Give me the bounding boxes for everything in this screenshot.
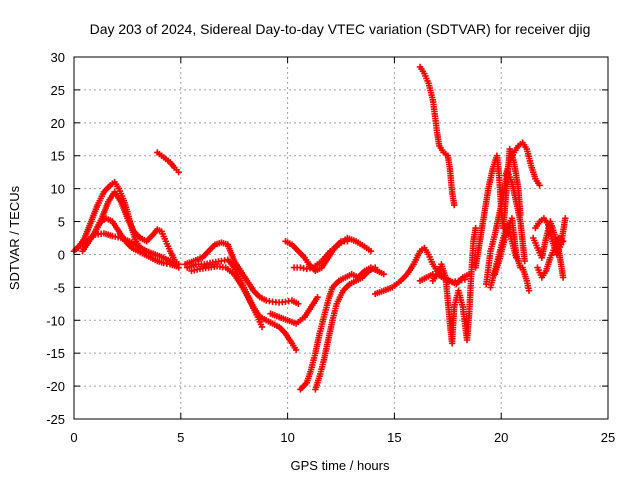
data-point-markers xyxy=(416,63,458,209)
x-tick-label: 25 xyxy=(601,430,615,445)
data-point-markers xyxy=(181,239,302,307)
series-trace-u xyxy=(487,221,520,291)
data-series xyxy=(70,63,569,393)
y-tick-label: -5 xyxy=(53,280,65,295)
series-trace-v xyxy=(502,139,543,189)
series-trace-p xyxy=(416,63,458,209)
series-trace-e xyxy=(154,149,182,176)
x-tick-label: 20 xyxy=(494,430,508,445)
data-point-markers xyxy=(267,294,321,327)
series-trace-h xyxy=(188,263,266,331)
y-tick-label: -15 xyxy=(46,346,65,361)
x-tick-label: 5 xyxy=(177,430,184,445)
series-trace-z xyxy=(534,234,567,281)
series-trace-k xyxy=(290,234,375,273)
data-point-markers xyxy=(92,230,182,271)
data-point-markers xyxy=(532,215,569,258)
series-trace-m xyxy=(312,264,379,393)
data-point-markers xyxy=(154,149,182,176)
y-tick-label: -25 xyxy=(46,412,65,427)
y-tick-label: -10 xyxy=(46,313,65,328)
series-trace-f xyxy=(181,239,302,307)
y-tick-label: 10 xyxy=(51,182,65,197)
series-trace-n xyxy=(372,244,473,298)
data-point-markers xyxy=(297,264,387,393)
data-point-markers xyxy=(519,264,533,294)
x-axis-label: GPS time / hours xyxy=(291,458,390,473)
y-tick-label: 5 xyxy=(58,215,65,230)
y-tick-label: -20 xyxy=(46,379,65,394)
data-point-markers xyxy=(188,263,266,331)
y-tick-label: 30 xyxy=(51,50,65,65)
series-trace-s xyxy=(483,169,528,288)
y-tick-label: 15 xyxy=(51,149,65,164)
plot-frame xyxy=(73,56,609,420)
y-tick-label: 0 xyxy=(58,247,65,262)
data-point-markers xyxy=(429,224,479,347)
series-trace-d xyxy=(92,230,182,271)
series-trace-y xyxy=(532,215,569,258)
series-trace-l xyxy=(297,264,387,393)
series-trace-w xyxy=(519,264,533,294)
axis-ticks: 0 5 10 15 20 25 30 25 20 15 10 5 0 -5 -10 -15 -20 -25 xyxy=(46,50,615,445)
data-point-markers xyxy=(312,264,379,393)
data-point-markers xyxy=(534,234,567,281)
y-axis-label: SDTVAR / TECUs xyxy=(7,185,22,290)
data-point-markers xyxy=(483,169,528,288)
y-tick-label: 25 xyxy=(51,83,65,98)
data-point-markers xyxy=(372,244,473,298)
chart-title: Day 203 of 2024, Sidereal Day-to-day VTE… xyxy=(90,21,591,37)
data-point-markers xyxy=(290,234,375,273)
x-tick-label: 10 xyxy=(280,430,294,445)
series-trace-i xyxy=(267,294,321,327)
y-tick-label: 20 xyxy=(51,116,65,131)
grid-lines xyxy=(74,57,608,419)
x-tick-label: 0 xyxy=(70,430,77,445)
data-point-markers xyxy=(502,139,543,189)
series-trace-q xyxy=(429,224,479,347)
x-tick-label: 15 xyxy=(387,430,401,445)
data-point-markers xyxy=(487,221,520,291)
